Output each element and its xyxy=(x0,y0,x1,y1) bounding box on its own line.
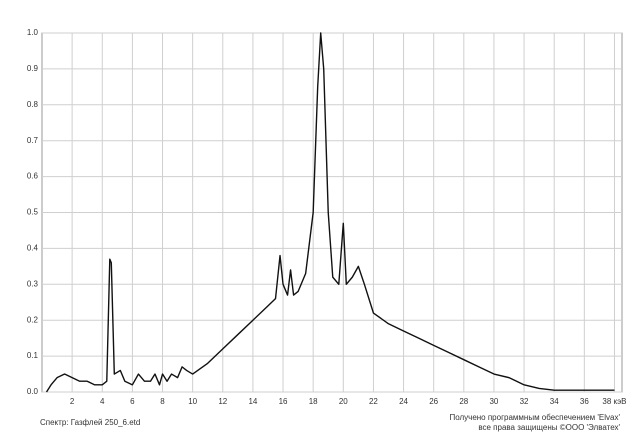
y-tick-label: 0.8 xyxy=(27,100,39,109)
y-tick-label: 0.3 xyxy=(27,279,39,288)
footer-left: Спектр: Газфлей 250_6.etd xyxy=(40,418,140,427)
x-tick-label: 8 xyxy=(160,397,165,406)
footer-right: Получено программным обеспечением 'Elvax… xyxy=(449,413,620,422)
x-tick-label: 20 xyxy=(339,397,348,406)
footer-right: все права защищены ©ООО 'Элватех' xyxy=(478,423,620,432)
y-tick-label: 0.5 xyxy=(27,208,39,217)
x-tick-label: 24 xyxy=(399,397,408,406)
x-tick-label: 28 xyxy=(459,397,468,406)
y-tick-label: 0.6 xyxy=(27,172,39,181)
y-tick-label: 0.0 xyxy=(27,387,39,396)
x-tick-label: 30 xyxy=(489,397,498,406)
x-tick-label: 2 xyxy=(70,397,75,406)
x-tick-label: 14 xyxy=(248,397,257,406)
x-tick-label: 36 xyxy=(580,397,589,406)
y-tick-label: 0.4 xyxy=(27,244,39,253)
y-tick-label: 0.7 xyxy=(27,136,39,145)
x-tick-label: 26 xyxy=(429,397,438,406)
x-tick-label: 32 xyxy=(520,397,529,406)
spectrum-line xyxy=(45,32,615,393)
x-tick-label: 34 xyxy=(550,397,559,406)
x-tick-label: 10 xyxy=(188,397,197,406)
x-tick-label: 18 xyxy=(309,397,318,406)
y-tick-label: 0.2 xyxy=(27,315,39,324)
x-tick-label: 22 xyxy=(369,397,378,406)
x-tick-label: 4 xyxy=(100,397,105,406)
y-tick-label: 1.0 xyxy=(27,28,39,37)
x-tick-label: 12 xyxy=(218,397,227,406)
y-tick-label: 0.1 xyxy=(27,351,39,360)
x-tick-label: 16 xyxy=(279,397,288,406)
x-tick-label: 38 кэВ xyxy=(602,397,626,406)
x-tick-label: 6 xyxy=(130,397,135,406)
y-tick-label: 0.9 xyxy=(27,64,39,73)
